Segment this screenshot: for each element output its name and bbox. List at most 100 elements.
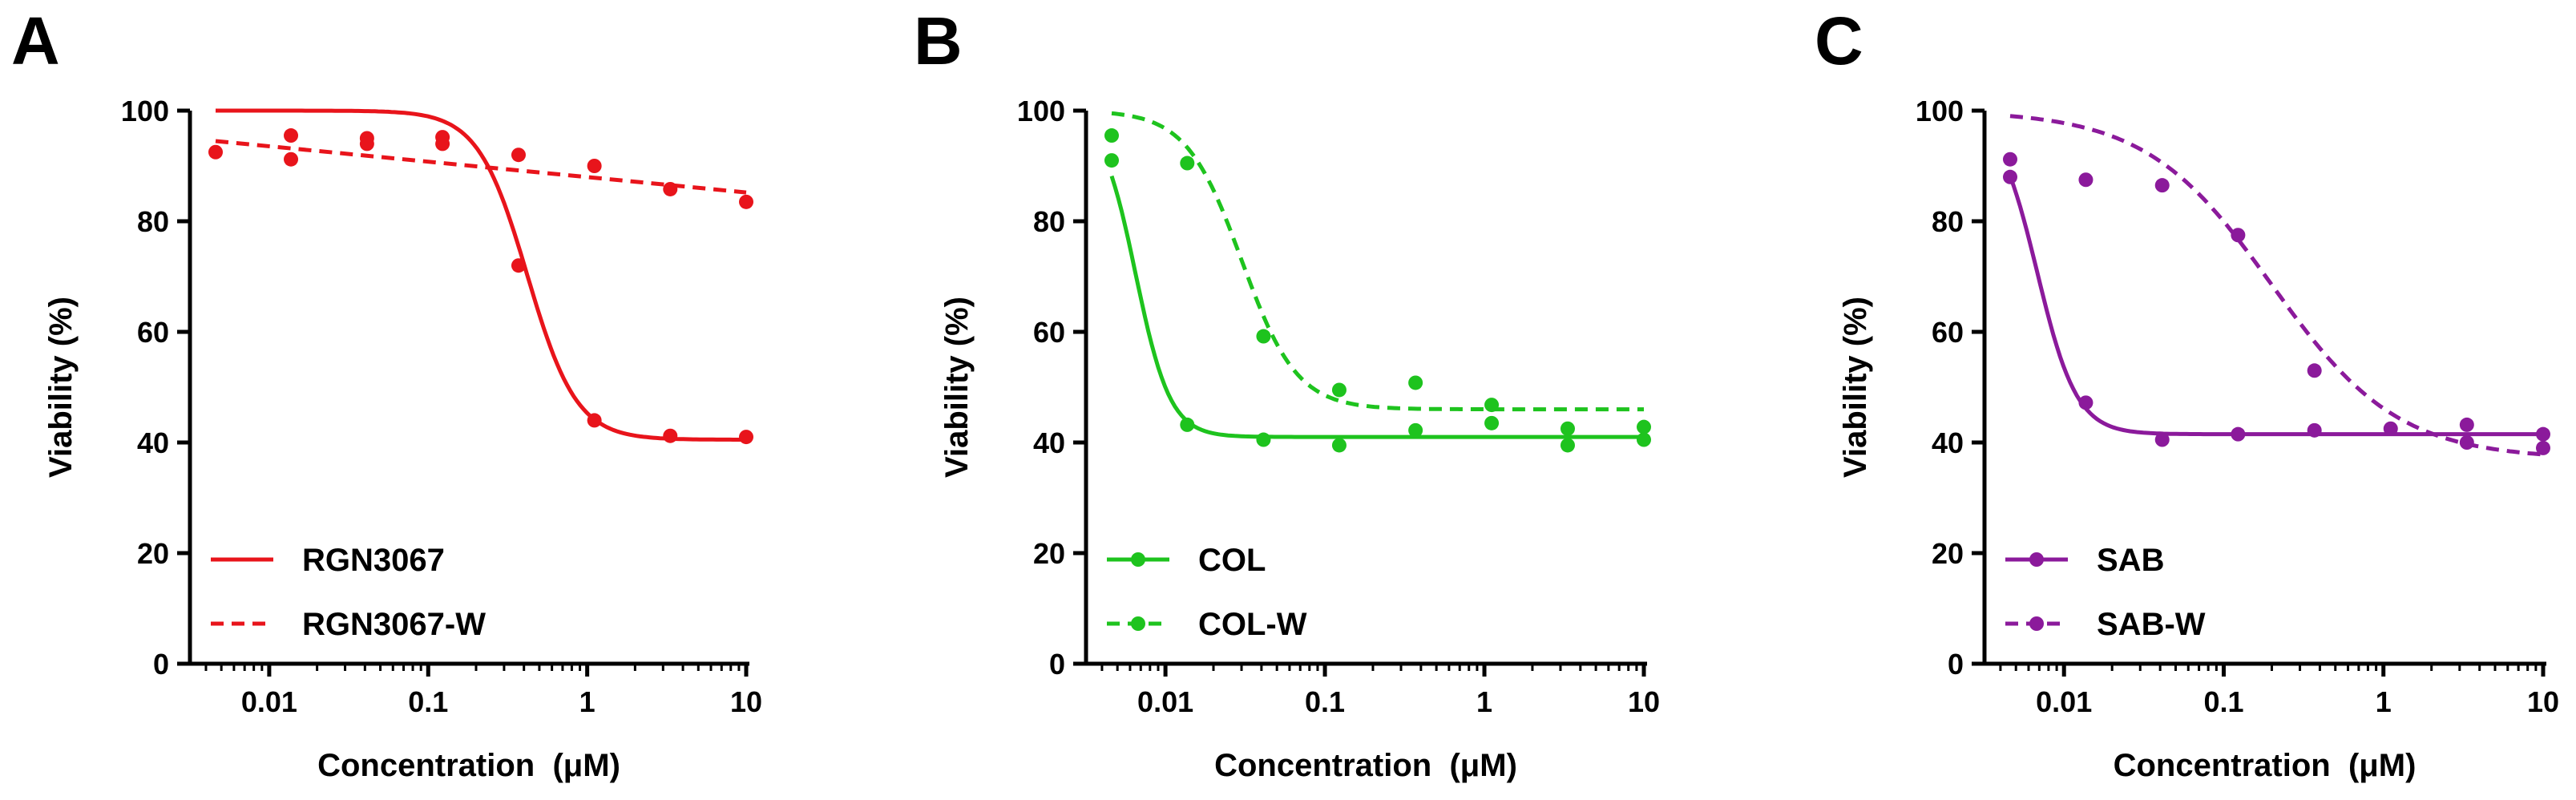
y-tick-label: 100 <box>1017 95 1065 127</box>
data-point <box>1180 156 1195 171</box>
data-point <box>284 152 299 167</box>
data-point <box>2078 172 2094 188</box>
data-point <box>1256 329 1271 344</box>
data-point <box>587 159 602 173</box>
y-axis-label: Viability (%) <box>43 297 79 478</box>
y-tick-label: 80 <box>1932 205 1964 238</box>
data-point <box>2459 417 2474 432</box>
data-point <box>2231 426 2246 442</box>
y-tick-label: 80 <box>1033 205 1065 238</box>
series-rgn3067: RGN3067 <box>211 108 753 578</box>
data-point <box>1560 438 1575 453</box>
data-point <box>511 258 526 273</box>
x-tick-label: 1 <box>2376 685 2392 718</box>
x-tick-label: 1 <box>1476 685 1492 718</box>
data-point <box>587 413 602 428</box>
data-point <box>208 144 223 160</box>
y-axis-label: Viability (%) <box>939 297 975 478</box>
y-tick-label: 20 <box>137 537 169 570</box>
data-point <box>1331 382 1347 398</box>
series-rgn3067-w: RGN3067-W <box>208 139 753 642</box>
x-axis-label: Concentration (μM) <box>317 748 620 783</box>
y-tick-label: 0 <box>1948 648 1964 681</box>
y-tick-label: 0 <box>153 648 169 681</box>
y-tick-label: 60 <box>1033 316 1065 349</box>
data-point <box>663 428 678 443</box>
panel-b: B 0 20 40 60 80 100 0.01 0.1 1 10 Concentration (μM… <box>914 3 1660 783</box>
data-point <box>1484 415 1500 430</box>
x-axis-label: Concentration (μM) <box>1214 748 1517 783</box>
data-point <box>1560 421 1575 436</box>
y-tick-label: 60 <box>137 316 169 349</box>
data-point <box>359 136 374 152</box>
x-tick-label: 0.01 <box>2036 685 2092 718</box>
legend-label: SAB <box>2097 543 2164 578</box>
data-point <box>2231 228 2246 243</box>
legend-marker <box>1131 552 1145 567</box>
data-point <box>2383 421 2398 436</box>
data-point <box>739 430 753 445</box>
y-tick-label: 40 <box>1932 426 1964 459</box>
fit-curve <box>1111 111 1644 412</box>
x-tick-label: 0.1 <box>1305 685 1345 718</box>
legend-label: RGN3067-W <box>302 607 486 642</box>
series-col-w: COL-W <box>1104 111 1651 642</box>
y-tick-label: 100 <box>1916 95 1964 127</box>
data-point <box>2154 432 2170 447</box>
y-tick-label: 100 <box>121 95 169 127</box>
data-point <box>2307 363 2322 378</box>
data-point <box>1408 375 1423 390</box>
legend-label: RGN3067 <box>302 543 445 578</box>
x-tick-label: 0.01 <box>1137 685 1193 718</box>
fit-curve <box>215 139 747 195</box>
y-tick-label: 40 <box>137 426 169 459</box>
y-tick-label: 80 <box>137 205 169 238</box>
data-point <box>2003 152 2017 167</box>
fit-curve <box>1109 175 1644 439</box>
data-point <box>739 194 753 209</box>
x-tick-label: 10 <box>2527 685 2559 718</box>
panel-c: C 0 20 40 60 80 100 0.01 0.1 1 10 Concentration (μM… <box>1815 3 2559 783</box>
data-point <box>2307 422 2322 438</box>
y-axis-label: Viability (%) <box>1838 297 1873 478</box>
legend-label: COL-W <box>1198 607 1307 642</box>
panel-letter: A <box>11 3 60 79</box>
data-point <box>2536 440 2550 455</box>
x-tick-label: 0.1 <box>408 685 448 718</box>
data-point <box>2078 395 2094 410</box>
y-tick-label: 20 <box>1033 537 1065 570</box>
panel-a: A 0 20 40 60 80 100 0.01 0.1 1 10 Concentration (μM… <box>11 3 762 783</box>
x-axis-label: Concentration (μM) <box>2114 748 2417 783</box>
series-sab-w: SAB-W <box>2003 114 2550 642</box>
data-point <box>435 136 450 152</box>
fit-curve <box>2008 176 2543 437</box>
y-tick-label: 40 <box>1033 426 1065 459</box>
legend-label: COL <box>1198 543 1266 578</box>
x-tick-label: 0.1 <box>2203 685 2243 718</box>
series-col: COL <box>1104 153 1651 578</box>
data-point <box>2003 169 2017 184</box>
x-tick-label: 10 <box>1628 685 1660 718</box>
y-tick-label: 0 <box>1049 648 1065 681</box>
x-tick-label: 0.01 <box>241 685 297 718</box>
legend-marker <box>2029 616 2044 631</box>
data-point <box>1104 128 1119 143</box>
data-point <box>1637 432 1651 447</box>
data-point <box>1484 398 1500 413</box>
y-tick-label: 20 <box>1932 537 1964 570</box>
x-tick-label: 1 <box>579 685 596 718</box>
data-point <box>284 128 299 143</box>
data-point <box>1104 153 1119 168</box>
data-point <box>2154 178 2170 193</box>
data-point <box>1408 422 1423 438</box>
data-point <box>511 147 526 163</box>
series-sab: SAB <box>2003 169 2550 578</box>
data-point <box>1637 419 1651 434</box>
legend-label: SAB-W <box>2097 607 2206 642</box>
data-point <box>1180 417 1195 432</box>
legend-marker <box>1131 616 1145 631</box>
data-point <box>663 181 678 196</box>
data-point <box>1256 432 1271 447</box>
panel-letter: B <box>914 3 963 79</box>
